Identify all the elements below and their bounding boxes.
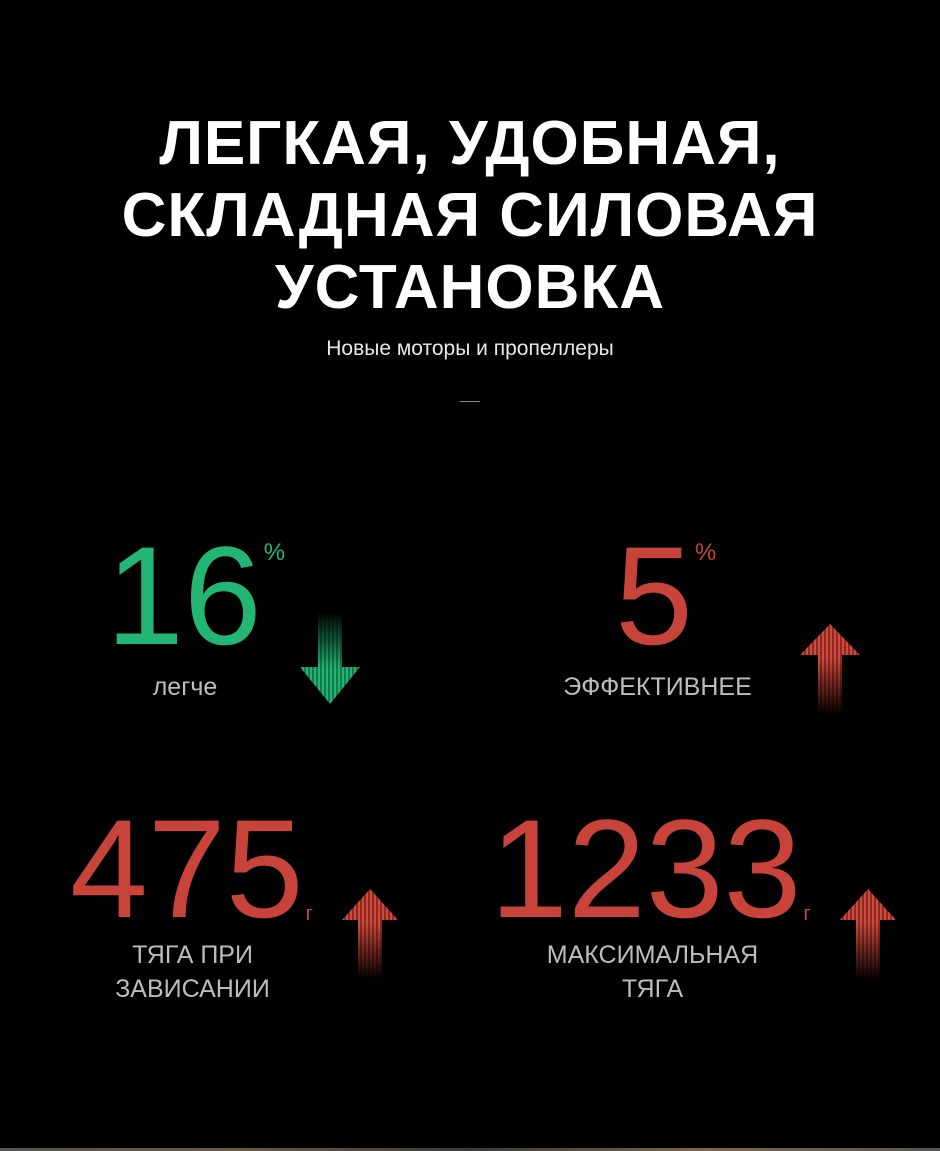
stat-label: ТЯГА ПРИ ЗАВИСАНИИ [90,938,295,1006]
stat-5: 5 % [615,517,717,674]
title-line: УСТАНОВКА [275,253,665,322]
stat-label: легче [110,670,260,704]
label-line: ЭФФЕКТИВНЕЕ [563,673,752,701]
stat-label: ЭФФЕКТИВНЕЕ [540,670,775,704]
arrow-up-icon [840,889,896,980]
stat-value: 475 [70,790,304,947]
label-line: легче [152,673,218,701]
stat-1233: 1233 г [490,790,811,947]
stat-unit: % [694,539,717,566]
stat-unit: % [263,539,286,566]
stat-16: 16 % [106,517,286,674]
stat-475: 475 г [70,790,313,947]
stat-unit: г [803,903,811,925]
label-line: ТЯГА ПРИ [132,941,253,969]
stat-label: МАКСИМАЛЬНАЯ ТЯГА [515,938,790,1006]
arrow-up-icon [342,889,398,980]
arrow-up-icon [800,624,860,715]
stat-value: 16 [106,517,262,674]
title-line: СКЛАДНАЯ СИЛОВАЯ [121,181,819,250]
stat-value: 1233 [490,790,802,947]
label-line: МАКСИМАЛЬНАЯ [546,941,759,969]
label-line: ЗАВИСАНИИ [115,975,270,1003]
divider [460,401,480,402]
title-line: ЛЕГКАЯ, УДОБНАЯ, [159,109,781,178]
page-title: ЛЕГКАЯ, УДОБНАЯ, СКЛАДНАЯ СИЛОВАЯ УСТАНО… [0,108,940,324]
next-section-edge [0,1148,940,1151]
stat-unit: г [305,903,313,925]
stat-value: 5 [615,517,693,674]
arrow-down-icon [300,612,360,704]
subtitle: Новые моторы и пропеллеры [326,337,614,360]
label-line: ТЯГА [621,975,684,1003]
